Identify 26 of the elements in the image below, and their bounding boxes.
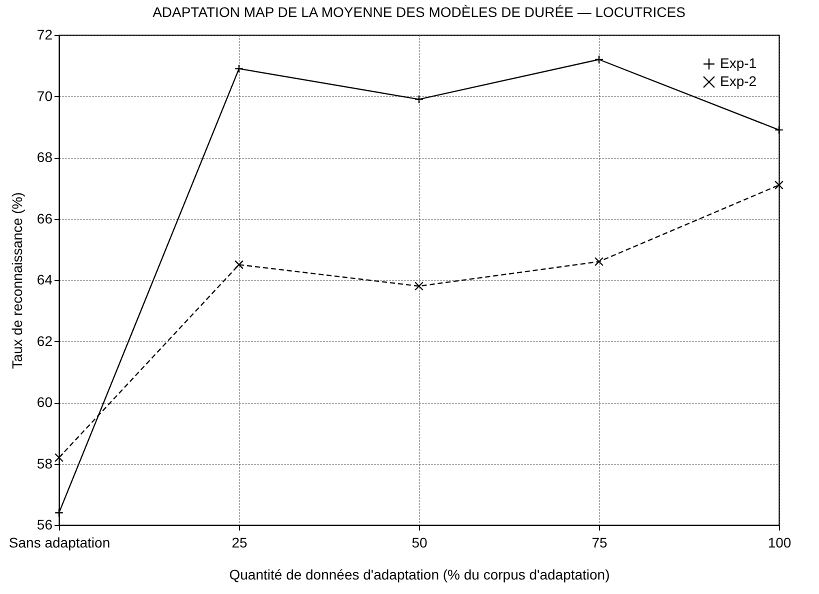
x-axis-title: Quantité de données d'adaptation (% du corpus d'adaptation) — [229, 566, 610, 582]
x-tick-label: 100 — [768, 534, 792, 550]
y-tick-label: 64 — [36, 272, 53, 288]
x-tick-label: Sans adaptation — [8, 534, 110, 550]
point — [234, 260, 244, 270]
point — [234, 64, 244, 74]
x-tick-label: 25 — [232, 534, 248, 550]
y-tick-label: 72 — [36, 26, 53, 42]
legend-label: Exp-1 — [720, 55, 757, 71]
point — [594, 55, 604, 64]
y-tick-label: 56 — [36, 516, 53, 532]
point — [594, 257, 604, 266]
chart-title: ADAPTATION MAP DE LA MOYENNE DES MODÈLES DE DURÉE — LOCUTRICES — [152, 4, 686, 20]
y-tick-label: 60 — [36, 394, 53, 410]
y-tick-label: 70 — [36, 88, 53, 104]
point — [414, 282, 424, 291]
y-tick-label: 58 — [36, 455, 53, 472]
legend-label: Exp-2 — [720, 73, 757, 89]
y-tick-label: 68 — [36, 149, 53, 165]
y-axis-title: Taux de reconnaissance (%) — [8, 192, 25, 369]
point — [54, 453, 64, 462]
y-tick-label: 62 — [36, 332, 53, 349]
x-tick-label: 50 — [412, 534, 428, 550]
x-tick-label: 75 — [592, 534, 608, 550]
y-tick-label: 66 — [36, 210, 53, 226]
point — [774, 180, 784, 190]
